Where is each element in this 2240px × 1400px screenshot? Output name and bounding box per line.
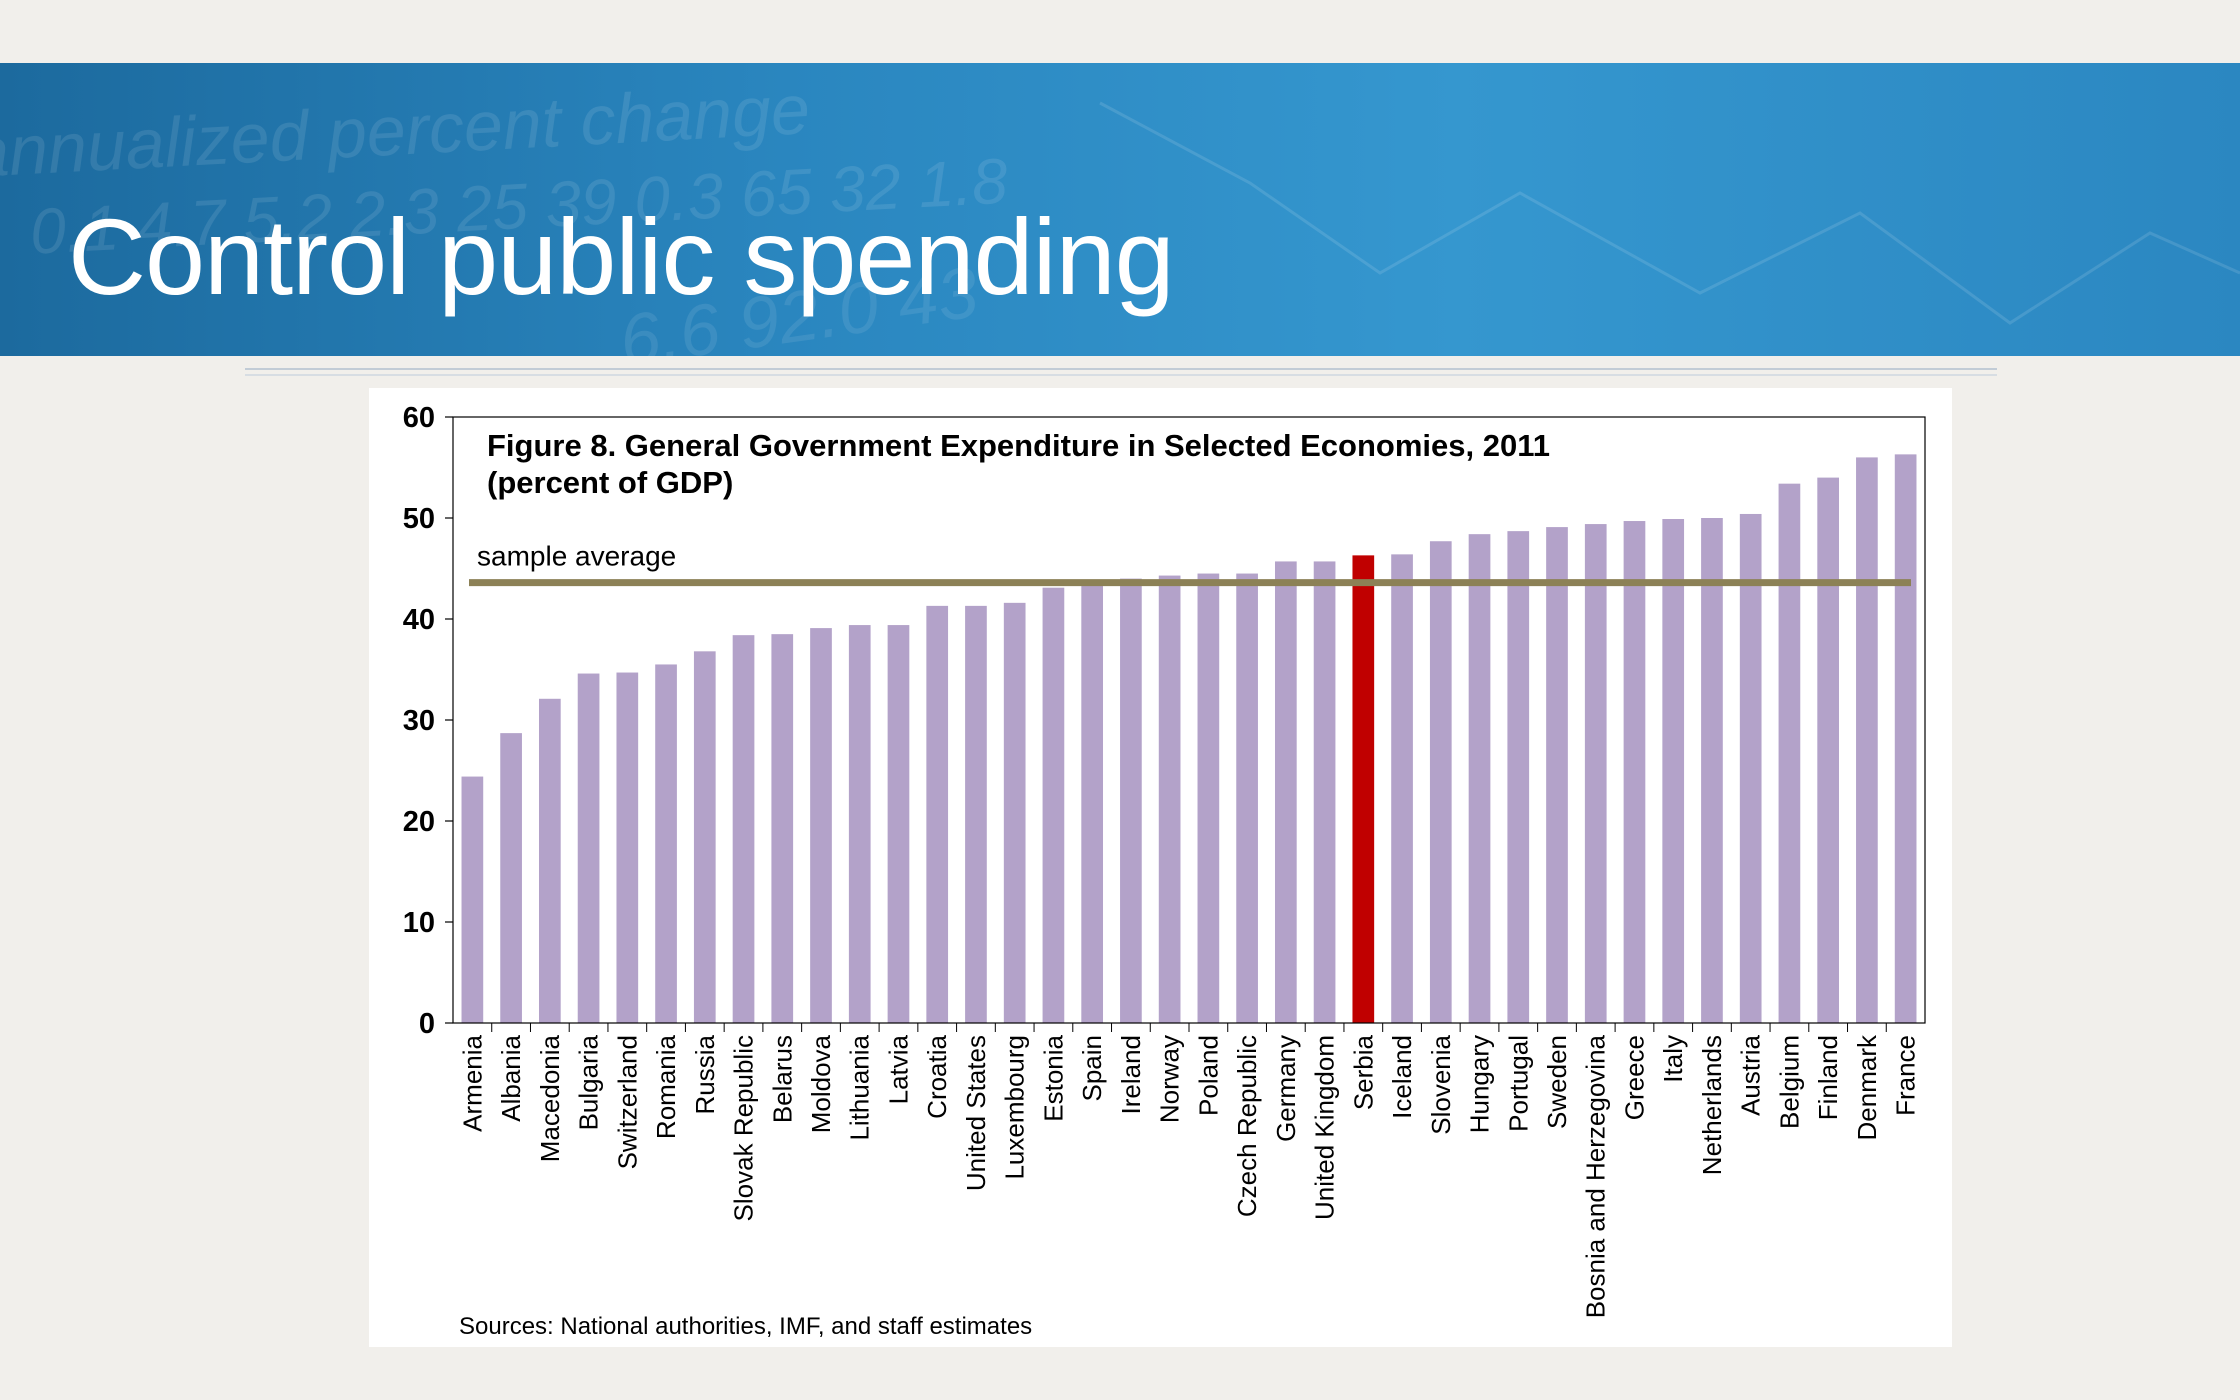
divider-line-top	[245, 368, 1997, 370]
banner-texture: annualized percent change 0.1 4.7 5.2 2.…	[0, 70, 2240, 356]
chart-title: Figure 8. General Government Expenditure…	[487, 428, 1550, 463]
x-label-united-states: United States	[961, 1035, 991, 1191]
x-label-finland: Finland	[1813, 1035, 1843, 1120]
y-tick-label: 30	[403, 705, 435, 737]
x-label-lithuania: Lithuania	[845, 1034, 875, 1140]
x-label-croatia: Croatia	[922, 1034, 952, 1118]
bars	[461, 454, 1917, 1024]
x-label-armenia: Armenia	[457, 1034, 487, 1131]
x-label-greece: Greece	[1619, 1035, 1649, 1120]
x-label-netherlands: Netherlands	[1697, 1035, 1727, 1175]
x-label-czech-republic: Czech Republic	[1232, 1035, 1262, 1217]
bar-france	[1894, 454, 1917, 1023]
x-label-norway: Norway	[1155, 1035, 1185, 1123]
bar-bosnia-and-herzegovina	[1584, 524, 1607, 1023]
x-label-russia: Russia	[690, 1034, 720, 1114]
bar-belarus	[771, 634, 794, 1023]
bar-latvia	[887, 625, 910, 1023]
chart-source-note: Sources: National authorities, IMF, and …	[459, 1313, 1032, 1340]
bar-austria	[1739, 513, 1762, 1023]
bar-switzerland	[616, 672, 639, 1023]
bar-luxembourg	[1003, 602, 1026, 1023]
x-label-romania: Romania	[651, 1034, 681, 1139]
x-label-italy: Italy	[1658, 1035, 1688, 1083]
bar-macedonia	[538, 698, 561, 1023]
bar-slovenia	[1429, 541, 1452, 1023]
chart-figure: 0 10 20 30 40 50 60 Armenia Albania Macedonia Bul…	[369, 388, 1952, 1347]
x-label-albania: Albania	[496, 1034, 526, 1121]
y-tick-label: 0	[419, 1008, 435, 1040]
banner-trend-line	[1099, 101, 2240, 325]
x-label-united-kingdom: United Kingdom	[1310, 1035, 1340, 1220]
x-label-portugal: Portugal	[1503, 1035, 1533, 1132]
x-axis-labels: Armenia Albania Macedonia Bulgaria Switzerla…	[457, 1023, 1921, 1318]
bar-croatia	[926, 605, 949, 1023]
expenditure-bar-chart: 0 10 20 30 40 50 60 Armenia Albania Macedonia Bul…	[403, 402, 1926, 1340]
bar-czech-republic	[1236, 573, 1258, 1023]
x-label-luxembourg: Luxembourg	[1000, 1035, 1030, 1180]
x-label-ireland: Ireland	[1116, 1035, 1146, 1115]
bar-bulgaria	[577, 673, 600, 1023]
x-label-latvia: Latvia	[883, 1034, 913, 1104]
bar-serbia	[1352, 555, 1375, 1023]
x-label-moldova: Moldova	[806, 1034, 836, 1133]
x-label-iceland: Iceland	[1387, 1035, 1417, 1119]
bar-germany	[1274, 561, 1297, 1023]
x-label-france: France	[1891, 1035, 1921, 1116]
x-label-bosnia-and-herzegovina: Bosnia and Herzegovina	[1581, 1034, 1611, 1318]
x-label-germany: Germany	[1271, 1035, 1301, 1142]
bar-sweden	[1546, 527, 1568, 1023]
bar-netherlands	[1701, 518, 1723, 1023]
bar-slovak-republic	[732, 635, 755, 1023]
x-label-slovak-republic: Slovak Republic	[729, 1035, 759, 1221]
x-label-spain: Spain	[1077, 1035, 1107, 1102]
slide-title: Control public spending	[68, 196, 1175, 317]
bar-portugal	[1507, 531, 1530, 1023]
x-label-serbia: Serbia	[1348, 1034, 1378, 1110]
bar-belgium	[1778, 483, 1801, 1023]
x-label-hungary: Hungary	[1465, 1035, 1495, 1133]
x-label-belgium: Belgium	[1774, 1035, 1804, 1129]
bar-lithuania	[848, 625, 871, 1023]
bar-russia	[693, 651, 716, 1023]
bar-italy	[1662, 519, 1685, 1023]
x-label-poland: Poland	[1193, 1035, 1223, 1116]
bar-denmark	[1856, 457, 1878, 1023]
y-tick-label: 20	[403, 806, 435, 838]
bar-united-kingdom	[1313, 561, 1336, 1023]
x-label-bulgaria: Bulgaria	[574, 1034, 604, 1130]
bar-greece	[1623, 521, 1646, 1023]
y-tick-label: 60	[403, 402, 435, 434]
chart-subtitle: (percent of GDP)	[487, 465, 733, 500]
title-banner: annualized percent change 0.1 4.7 5.2 2.…	[0, 63, 2240, 356]
x-label-slovenia: Slovenia	[1426, 1034, 1456, 1134]
x-label-estonia: Estonia	[1038, 1034, 1068, 1121]
y-axis: 0 10 20 30 40 50 60	[403, 402, 453, 1040]
bar-finland	[1817, 477, 1840, 1024]
x-label-switzerland: Switzerland	[612, 1035, 642, 1169]
bar-armenia	[461, 776, 484, 1023]
x-label-macedonia: Macedonia	[535, 1034, 565, 1162]
bar-ireland	[1120, 578, 1142, 1023]
y-tick-label: 40	[403, 604, 435, 636]
bar-estonia	[1042, 587, 1065, 1023]
bar-norway	[1158, 575, 1181, 1023]
x-label-denmark: Denmark	[1852, 1034, 1882, 1140]
bar-romania	[655, 664, 677, 1023]
y-tick-label: 50	[403, 503, 435, 535]
bar-albania	[500, 733, 522, 1023]
x-label-austria: Austria	[1736, 1034, 1766, 1115]
x-label-sweden: Sweden	[1542, 1035, 1572, 1129]
bar-hungary	[1468, 534, 1491, 1023]
bar-spain	[1081, 582, 1104, 1023]
bar-iceland	[1391, 554, 1413, 1023]
bar-poland	[1197, 573, 1220, 1023]
bar-united-states	[965, 605, 987, 1023]
bar-moldova	[810, 628, 832, 1023]
y-tick-label: 10	[403, 907, 435, 939]
sample-average-label: sample average	[477, 541, 676, 572]
x-label-belarus: Belarus	[767, 1035, 797, 1123]
divider-line-bottom	[245, 374, 1997, 376]
plot-frame	[452, 416, 1926, 1024]
